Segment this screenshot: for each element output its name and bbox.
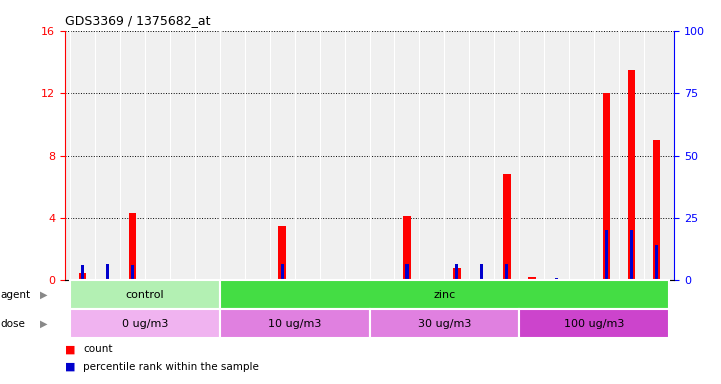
Bar: [405, 264, 409, 280]
Bar: [555, 278, 558, 280]
Text: ▶: ▶: [40, 290, 47, 300]
Text: 30 ug/m3: 30 ug/m3: [417, 318, 471, 329]
Bar: [528, 277, 536, 280]
Bar: [456, 264, 459, 280]
Text: 10 ug/m3: 10 ug/m3: [268, 318, 322, 329]
Bar: [454, 268, 461, 280]
Bar: [503, 174, 510, 280]
Bar: [106, 264, 109, 280]
Bar: [655, 245, 658, 280]
Text: percentile rank within the sample: percentile rank within the sample: [83, 362, 259, 372]
Bar: [280, 264, 283, 280]
Text: ▶: ▶: [40, 318, 47, 329]
Bar: [131, 265, 134, 280]
Bar: [653, 140, 660, 280]
Text: control: control: [125, 290, 164, 300]
Text: 0 ug/m3: 0 ug/m3: [122, 318, 168, 329]
Bar: [628, 70, 635, 280]
Bar: [505, 264, 508, 280]
Bar: [128, 213, 136, 280]
Text: dose: dose: [0, 318, 25, 329]
Text: count: count: [83, 344, 112, 354]
Bar: [220, 280, 669, 309]
Text: ■: ■: [65, 362, 76, 372]
Bar: [603, 93, 611, 280]
Bar: [480, 264, 484, 280]
Bar: [403, 216, 411, 280]
Bar: [220, 309, 370, 338]
Bar: [81, 265, 84, 280]
Bar: [369, 309, 519, 338]
Bar: [278, 226, 286, 280]
Text: GDS3369 / 1375682_at: GDS3369 / 1375682_at: [65, 14, 211, 27]
Text: zinc: zinc: [433, 290, 456, 300]
Text: agent: agent: [0, 290, 30, 300]
Bar: [70, 309, 220, 338]
Bar: [79, 273, 86, 280]
Text: ■: ■: [65, 344, 76, 354]
Bar: [630, 230, 633, 280]
Text: 100 ug/m3: 100 ug/m3: [564, 318, 624, 329]
Bar: [605, 230, 609, 280]
Bar: [70, 280, 220, 309]
Bar: [519, 309, 669, 338]
